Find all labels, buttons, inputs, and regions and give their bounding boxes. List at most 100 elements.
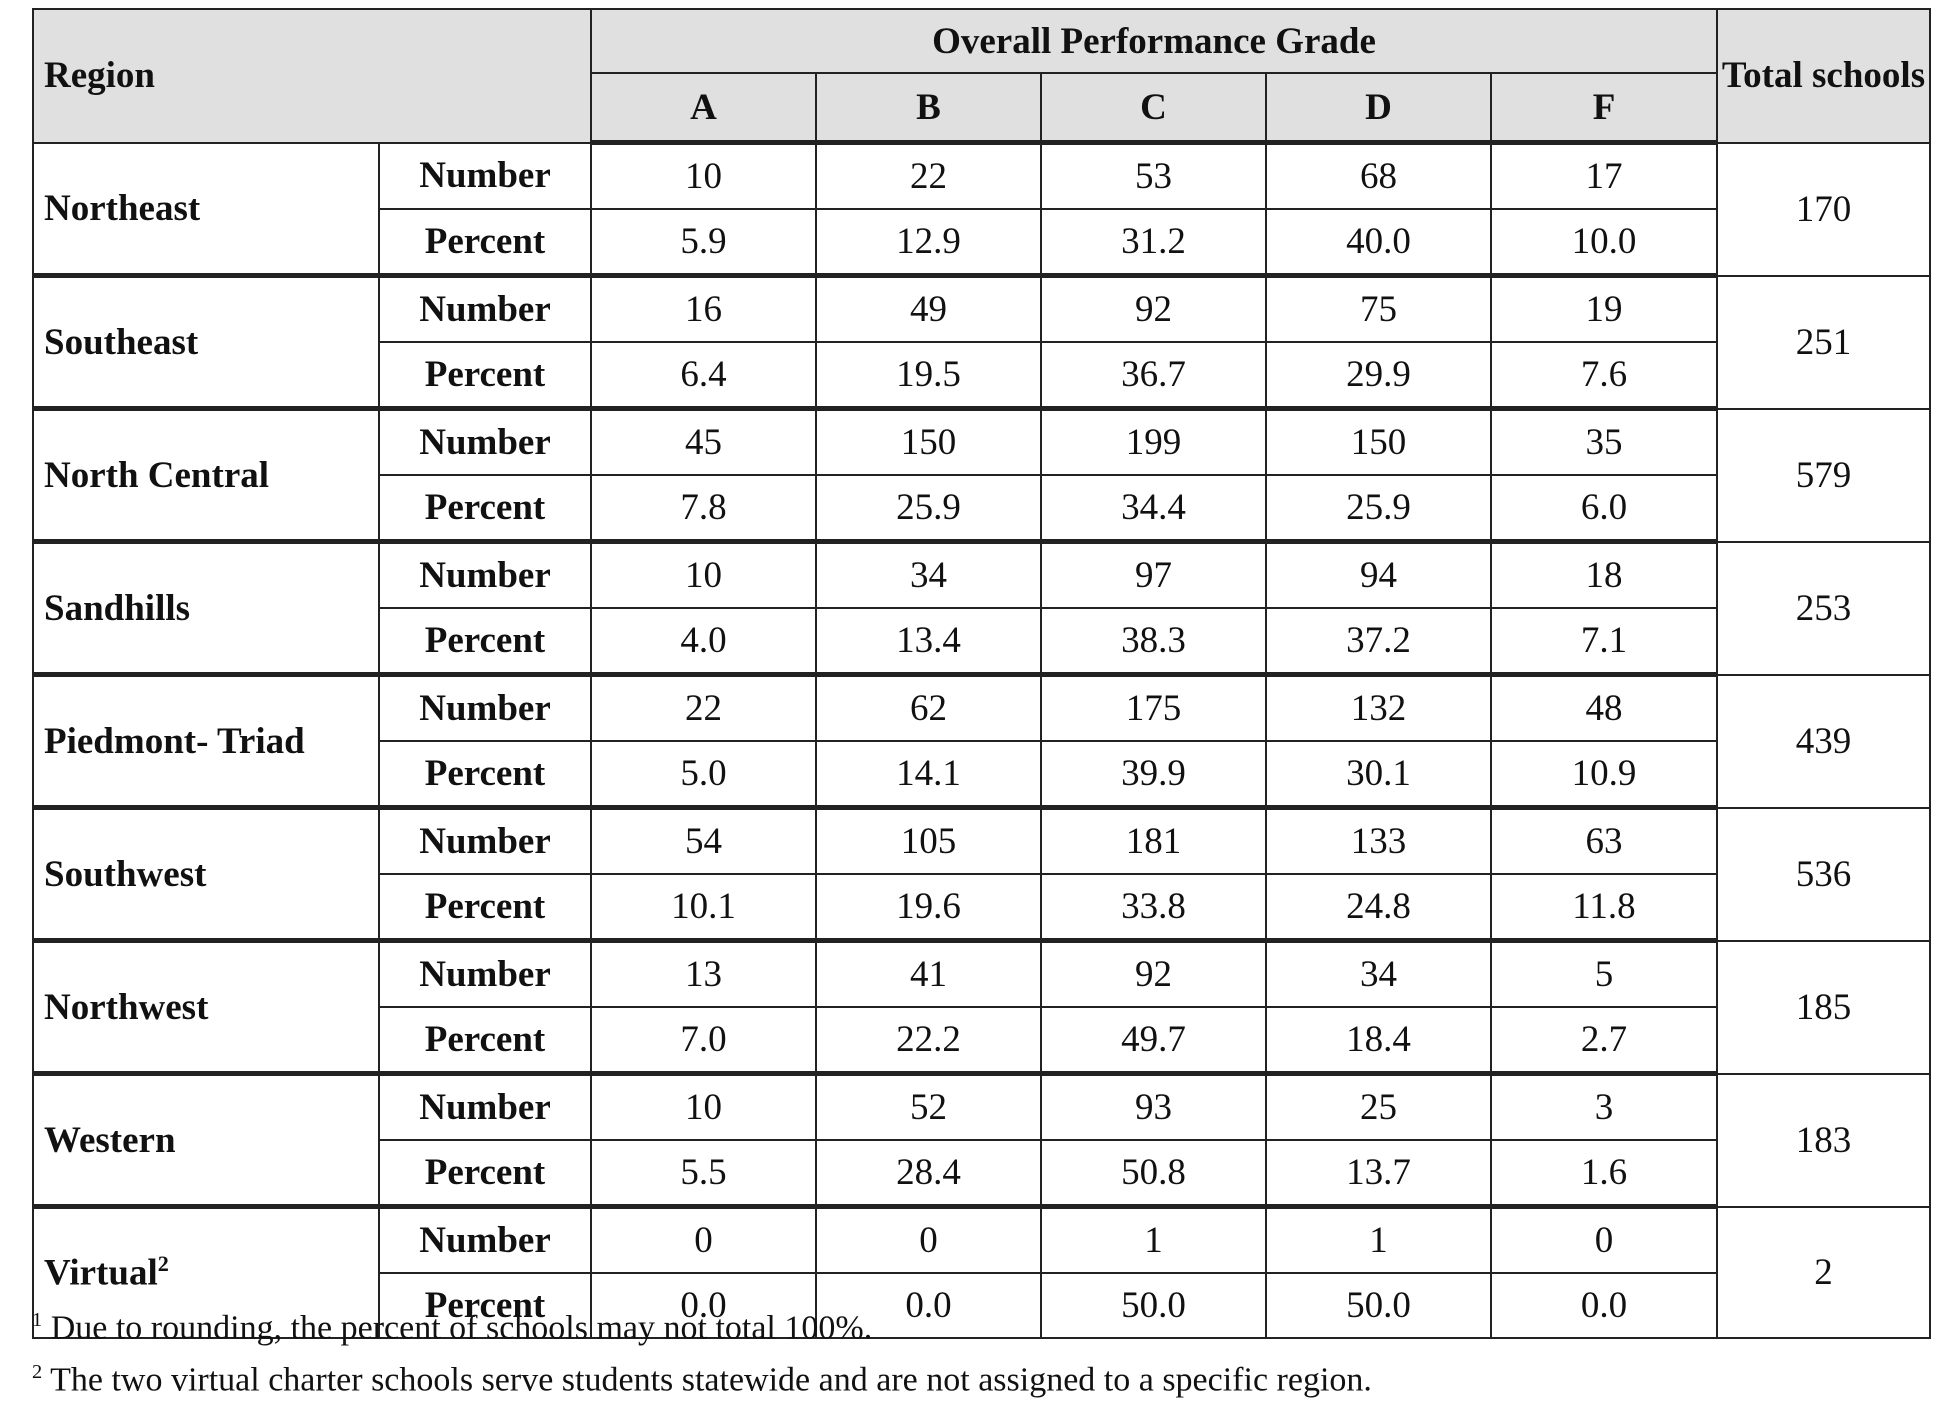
row-label: Percent — [378, 1006, 592, 1076]
percent-cell: 50.0 — [1040, 1272, 1267, 1339]
row-label: Number — [378, 540, 592, 609]
footnote-mark: 2 — [32, 1361, 43, 1384]
footnote: 2 The two virtual charter schools serve … — [32, 1350, 1372, 1402]
percent-cell: 4.0 — [590, 607, 817, 677]
region-name: Northeast — [44, 187, 201, 229]
row-label: Number — [378, 274, 592, 343]
percent-cell: 10.1 — [590, 873, 817, 943]
footnote-mark: 1 — [32, 1309, 43, 1331]
percent-cell: 37.2 — [1265, 607, 1492, 677]
percent-cell: 7.1 — [1490, 607, 1718, 677]
number-cell: 1 — [1040, 1205, 1267, 1274]
percent-cell: 22.2 — [815, 1006, 1042, 1076]
number-cell: 49 — [815, 274, 1042, 343]
number-cell: 10 — [590, 141, 817, 210]
row-label: Percent — [378, 474, 592, 544]
row-label: Percent — [378, 341, 592, 411]
row-label: Number — [378, 939, 592, 1008]
region-name: Western — [44, 1119, 176, 1161]
number-cell: 48 — [1490, 673, 1718, 742]
number-cell: 0 — [815, 1205, 1042, 1274]
percent-cell: 13.7 — [1265, 1139, 1492, 1209]
region-cell: North Central — [32, 407, 380, 544]
percent-row: Percent 5.5 28.4 50.8 13.7 1.6 — [33, 1139, 1930, 1209]
number-cell: 18 — [1490, 540, 1718, 609]
region-cell: Northwest — [32, 939, 380, 1076]
percent-cell: 25.9 — [1265, 474, 1492, 544]
percent-cell: 5.9 — [590, 208, 817, 278]
percent-cell: 0.0 — [590, 1272, 817, 1339]
footnote-text: Due to rounding, the percent of schools … — [50, 1309, 873, 1347]
percent-cell: 6.0 — [1490, 474, 1718, 544]
row-label: Number — [378, 407, 592, 476]
number-row: Piedmont- Triad Number 22 62 175 132 48 439 — [32, 673, 1931, 810]
number-row: Sandhills Number 10 34 97 94 18 253 — [32, 540, 1931, 677]
percent-row: Percent 4.0 13.4 38.3 37.2 7.1 — [33, 607, 1930, 677]
number-cell: 93 — [1040, 1072, 1267, 1141]
row-label: Percent — [378, 1139, 592, 1209]
total-cell: 183 — [1716, 1072, 1931, 1208]
percent-cell: 2.7 — [1490, 1006, 1718, 1076]
grade-header: A — [590, 72, 817, 145]
percent-cell: 33.8 — [1040, 873, 1267, 943]
region-cell: Southeast — [32, 274, 380, 411]
region-cell: Western — [32, 1072, 380, 1209]
percent-cell: 40.0 — [1265, 208, 1492, 278]
percent-cell: 19.6 — [815, 873, 1042, 943]
number-cell: 97 — [1040, 540, 1267, 609]
percent-cell: 28.4 — [815, 1139, 1042, 1209]
number-cell: 3 — [1490, 1072, 1718, 1141]
percent-cell: 31.2 — [1040, 208, 1267, 278]
region-cell: Virtual2 — [32, 1205, 380, 1339]
row-label: Number — [378, 673, 592, 742]
percent-cell: 13.4 — [815, 607, 1042, 677]
percent-cell: 11.8 — [1490, 873, 1718, 943]
percent-cell: 18.4 — [1265, 1006, 1492, 1076]
region-header: Region — [32, 8, 592, 144]
number-cell: 16 — [590, 274, 817, 343]
number-row: Southwest Number 54 105 181 133 63 536 — [32, 806, 1931, 943]
percent-cell: 1.6 — [1490, 1139, 1718, 1209]
percent-row: Percent 7.0 22.2 49.7 18.4 2.7 — [33, 1006, 1930, 1076]
region-name: Piedmont- Triad — [44, 720, 305, 762]
number-cell: 41 — [815, 939, 1042, 1008]
percent-cell: 0.0 — [1490, 1272, 1718, 1339]
number-row: Western Number 10 52 93 25 3 183 — [32, 1072, 1931, 1209]
number-cell: 105 — [815, 806, 1042, 875]
number-cell: 34 — [815, 540, 1042, 609]
number-cell: 22 — [590, 673, 817, 742]
percent-cell: 25.9 — [815, 474, 1042, 544]
region-cell: Southwest — [32, 806, 380, 943]
number-cell: 63 — [1490, 806, 1718, 875]
percent-cell: 0.0 — [815, 1272, 1042, 1339]
total-cell: 185 — [1716, 939, 1931, 1075]
number-cell: 13 — [590, 939, 817, 1008]
number-cell: 10 — [590, 540, 817, 609]
total-cell: 536 — [1716, 806, 1931, 942]
number-cell: 5 — [1490, 939, 1718, 1008]
grade-header: D — [1265, 72, 1492, 145]
number-cell: 150 — [815, 407, 1042, 476]
row-label: Percent — [378, 740, 592, 810]
number-cell: 75 — [1265, 274, 1492, 343]
percent-cell: 29.9 — [1265, 341, 1492, 411]
region-name: Southwest — [44, 853, 207, 895]
number-cell: 34 — [1265, 939, 1492, 1008]
number-cell: 181 — [1040, 806, 1267, 875]
number-cell: 54 — [590, 806, 817, 875]
percent-row: Percent 7.8 25.9 34.4 25.9 6.0 — [33, 474, 1930, 544]
percent-row: Percent 6.4 19.5 36.7 29.9 7.6 — [33, 341, 1930, 411]
row-label: Percent — [378, 607, 592, 677]
number-cell: 132 — [1265, 673, 1492, 742]
total-cell: 170 — [1716, 141, 1931, 277]
percent-cell: 50.8 — [1040, 1139, 1267, 1209]
total-cell: 2 — [1716, 1205, 1931, 1339]
region-cell: Northeast — [32, 141, 380, 278]
number-cell: 25 — [1265, 1072, 1492, 1141]
row-label: Percent — [378, 208, 592, 278]
region-cell: Sandhills — [32, 540, 380, 677]
grade-header: C — [1040, 72, 1267, 145]
number-cell: 52 — [815, 1072, 1042, 1141]
number-cell: 92 — [1040, 274, 1267, 343]
